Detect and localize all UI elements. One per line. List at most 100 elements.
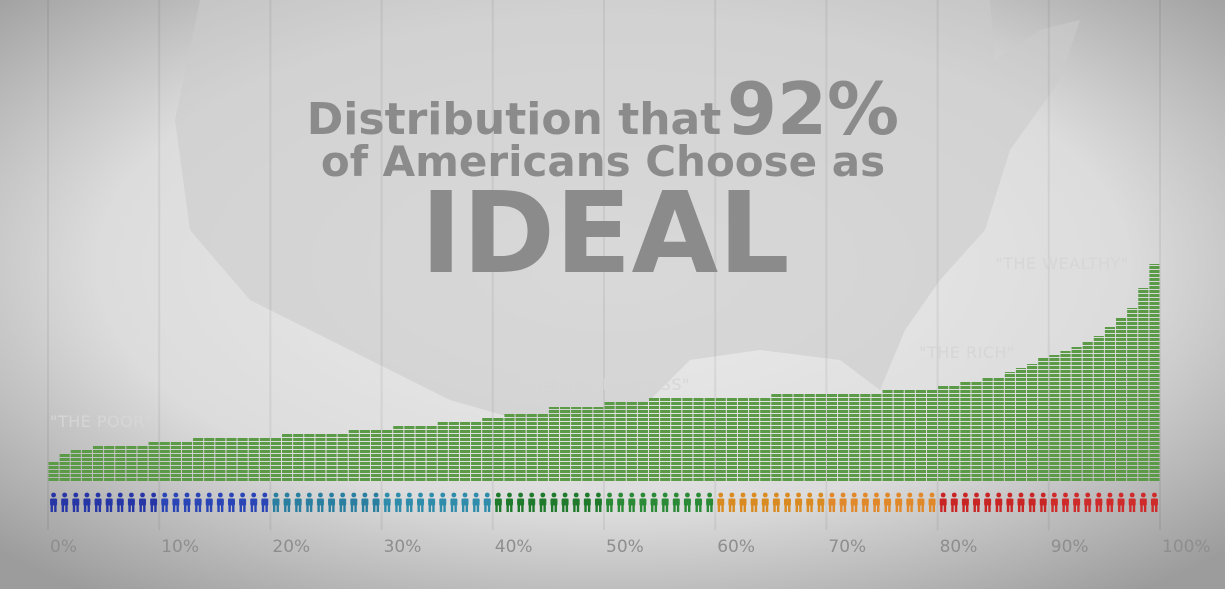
person-head — [1040, 492, 1046, 498]
person-leg — [832, 505, 835, 512]
x-tick-label: 40% — [495, 537, 533, 557]
bar — [404, 425, 415, 482]
person-head — [540, 492, 546, 498]
bar — [1027, 364, 1038, 482]
person-icon — [550, 492, 558, 512]
person-leg — [954, 505, 958, 512]
person-leg — [565, 505, 569, 512]
bar — [793, 393, 804, 482]
bar — [1004, 372, 1015, 482]
person-leg — [150, 505, 154, 512]
person-body — [650, 498, 658, 506]
person-leg — [354, 505, 357, 512]
person-head — [1118, 492, 1124, 498]
person-body — [294, 498, 302, 506]
person-head — [629, 492, 635, 498]
bar — [459, 421, 471, 482]
person-leg — [1095, 505, 1099, 512]
person-icon — [294, 492, 302, 512]
person-icon — [750, 492, 758, 512]
person-leg — [462, 505, 465, 512]
person-icon — [1061, 492, 1069, 512]
bar — [982, 377, 993, 482]
person-head — [874, 492, 879, 498]
bar — [1104, 327, 1116, 482]
person-icon — [950, 492, 958, 512]
person-leg — [309, 505, 313, 512]
person-leg — [365, 505, 368, 512]
person-body — [428, 498, 436, 506]
person-icon — [1039, 492, 1047, 512]
person-body — [50, 498, 58, 506]
person-head — [974, 492, 979, 498]
person-leg — [806, 505, 810, 512]
person-body — [161, 498, 169, 506]
title-line2: of Americans Choose as — [321, 137, 885, 186]
person-leg — [321, 505, 324, 512]
bar — [104, 446, 115, 482]
person-leg — [606, 505, 609, 512]
bar — [226, 437, 237, 482]
person-leg — [843, 505, 847, 512]
person-leg — [198, 505, 202, 512]
person-head — [117, 492, 123, 498]
person-icon — [172, 492, 180, 512]
people-row — [50, 492, 1158, 512]
person-head — [1096, 492, 1102, 498]
person-leg — [487, 505, 491, 512]
person-icon — [717, 492, 725, 512]
person-head — [885, 492, 890, 498]
person-leg — [728, 505, 732, 512]
person-head — [318, 492, 323, 498]
bar — [1127, 308, 1138, 482]
person-body — [1017, 498, 1025, 506]
person-leg — [232, 505, 235, 512]
person-leg — [395, 505, 398, 512]
bar — [337, 433, 348, 482]
person-icon — [650, 492, 658, 512]
person-body — [394, 498, 402, 506]
person-head — [1018, 492, 1024, 498]
person-icon — [783, 492, 791, 512]
person-icon — [628, 492, 636, 512]
person-leg — [384, 505, 387, 512]
bar — [92, 446, 104, 482]
person-body — [372, 498, 380, 506]
person-head — [807, 492, 813, 498]
person-head — [673, 492, 679, 498]
person-icon — [1050, 492, 1058, 512]
person-leg — [1018, 505, 1021, 512]
person-leg — [317, 505, 320, 512]
person-leg — [239, 505, 242, 512]
title-emphasis: IDEAL — [420, 169, 789, 299]
person-leg — [1155, 505, 1158, 512]
bar — [315, 433, 326, 482]
person-icon — [216, 492, 224, 512]
bar — [915, 389, 926, 482]
person-head — [284, 492, 290, 498]
person-leg — [684, 505, 687, 512]
person-leg — [195, 505, 198, 512]
person-body — [1006, 498, 1014, 506]
person-icon — [239, 492, 247, 512]
person-leg — [295, 505, 298, 512]
person-icon — [350, 492, 358, 512]
person-body — [1117, 498, 1125, 506]
bar — [849, 393, 860, 482]
person-leg — [929, 505, 932, 512]
person-leg — [361, 505, 365, 512]
person-leg — [799, 505, 802, 512]
person-icon — [150, 492, 158, 512]
person-leg — [473, 505, 476, 512]
person-body — [984, 498, 992, 506]
person-icon — [1073, 492, 1081, 512]
person-icon — [450, 492, 458, 512]
annotation: "THE POOR" — [50, 412, 153, 431]
person-leg — [543, 505, 546, 512]
bar — [382, 429, 393, 482]
person-leg — [350, 505, 354, 512]
person-leg — [532, 505, 535, 512]
bar — [1060, 351, 1071, 482]
bar — [204, 437, 215, 482]
person-body — [861, 498, 869, 506]
